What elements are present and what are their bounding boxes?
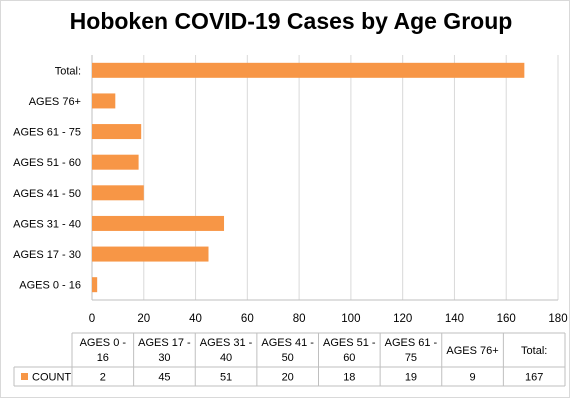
x-tick-label: 180 [548,313,567,325]
table-header-cell: 16 [97,352,109,364]
x-tick-label: 120 [393,313,412,325]
category-label: AGES 76+ [29,96,81,108]
bar [92,93,116,109]
table-value-cell: 2 [100,372,106,384]
table-value-cell: 19 [405,372,417,384]
table-header-cell: 50 [282,352,294,364]
table-header-cell: AGES 0 - [80,337,127,349]
category-label: Total: [55,65,81,77]
table-header-cell: AGES 41 - [261,337,314,349]
table-header-cell: 30 [158,352,170,364]
category-label: AGES 17 - 30 [13,249,81,261]
legend-label: COUNT [32,372,71,384]
bar [92,124,142,140]
x-tick-label: 20 [137,313,150,325]
category-label: AGES 51 - 60 [13,157,81,169]
category-label: AGES 31 - 40 [13,218,81,230]
x-tick-label: 40 [189,313,202,325]
category-label: AGES 41 - 50 [13,188,81,200]
bar [92,215,225,231]
bar [92,246,209,262]
table-value-cell: 51 [220,372,232,384]
table-value-cell: 9 [470,372,476,384]
bar [92,154,139,170]
table-header-cell: AGES 51 - [323,337,376,349]
bar [92,277,98,293]
table-header-cell: 75 [405,352,417,364]
table-value-cell: 20 [282,372,294,384]
x-tick-label: 100 [341,313,360,325]
table-header-cell: 40 [220,352,232,364]
x-tick-label: 60 [241,313,254,325]
category-label: AGES 0 - 16 [19,280,81,292]
category-label: AGES 61 - 75 [13,127,81,139]
bar [92,185,144,201]
chart-title: Hoboken COVID-19 Cases by Age Group [69,8,513,34]
bar [92,62,525,78]
x-tick-label: 80 [293,313,306,325]
x-tick-label: 0 [89,313,95,325]
table-header-cell: AGES 17 - [138,337,191,349]
table-value-cell: 18 [343,372,355,384]
table-header-cell: AGES 31 - [200,337,253,349]
table-value-cell: 45 [158,372,170,384]
legend-key [21,373,28,380]
table-value-cell: 167 [525,372,543,384]
x-tick-label: 160 [497,313,516,325]
x-tick-label: 140 [445,313,464,325]
table-header-cell: 60 [343,352,355,364]
table-header-cell: Total: [521,345,547,357]
table-header-cell: AGES 61 - [385,337,438,349]
table-header-cell: AGES 76+ [446,345,498,357]
